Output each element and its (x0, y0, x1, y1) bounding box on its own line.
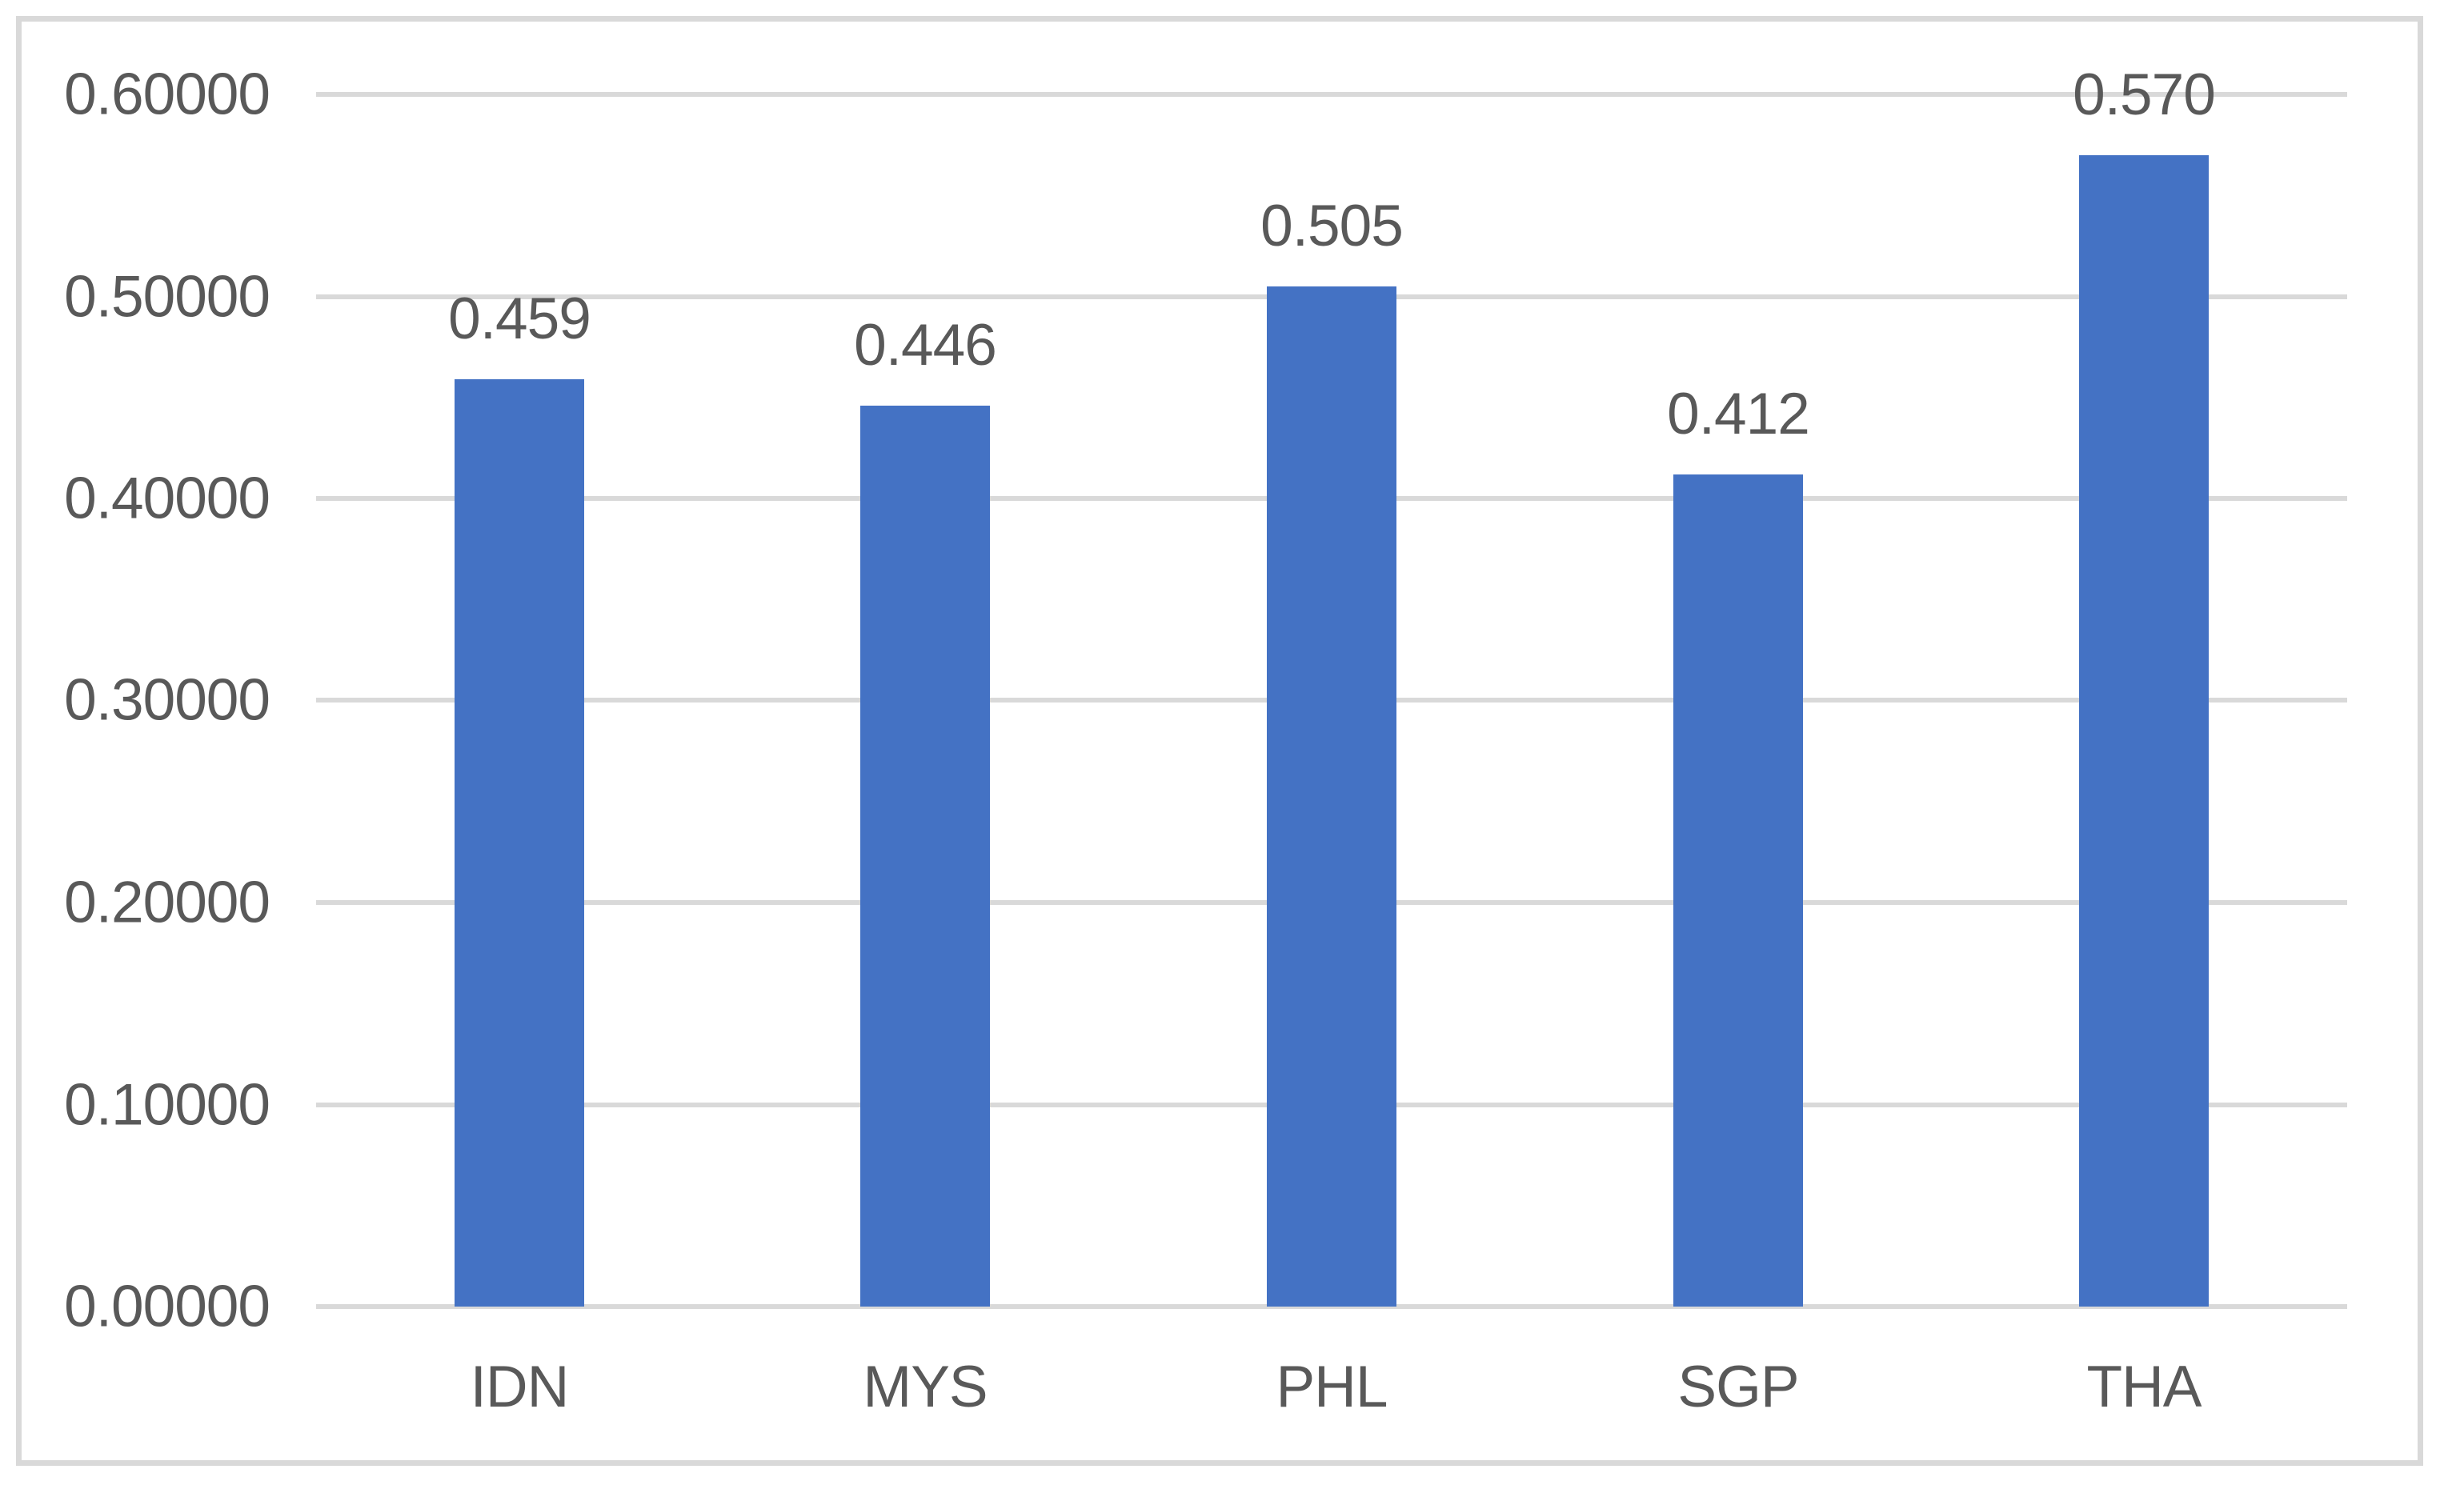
bar (2079, 155, 2209, 1307)
y-tick-label: 0.40000 (64, 466, 270, 531)
y-tick-label: 0.50000 (64, 264, 270, 330)
bar-value-label: 0.459 (448, 286, 591, 351)
bar-value-label: 0.412 (1667, 382, 1810, 446)
bar (455, 379, 584, 1307)
bar (860, 406, 990, 1307)
x-category-label: PHL (1276, 1355, 1388, 1419)
bar (1673, 474, 1803, 1307)
x-category-label: SGP (1677, 1355, 1799, 1419)
bar (1267, 286, 1396, 1307)
y-tick-label: 0.00000 (64, 1274, 270, 1339)
x-category-label: MYS (863, 1355, 988, 1419)
baseline-axis (316, 1304, 2347, 1309)
y-tick-label: 0.10000 (64, 1072, 270, 1138)
bar-value-label: 0.446 (854, 313, 997, 378)
y-tick-label: 0.60000 (64, 62, 270, 127)
y-tick-label: 0.20000 (64, 870, 270, 935)
x-category-label: IDN (470, 1355, 570, 1419)
x-category-label: THA (2086, 1355, 2202, 1419)
bar-value-label: 0.505 (1260, 194, 1404, 258)
y-tick-label: 0.30000 (64, 667, 270, 733)
chart-frame (16, 16, 2423, 1466)
bar-value-label: 0.570 (2073, 62, 2216, 127)
gridline (316, 92, 2347, 97)
